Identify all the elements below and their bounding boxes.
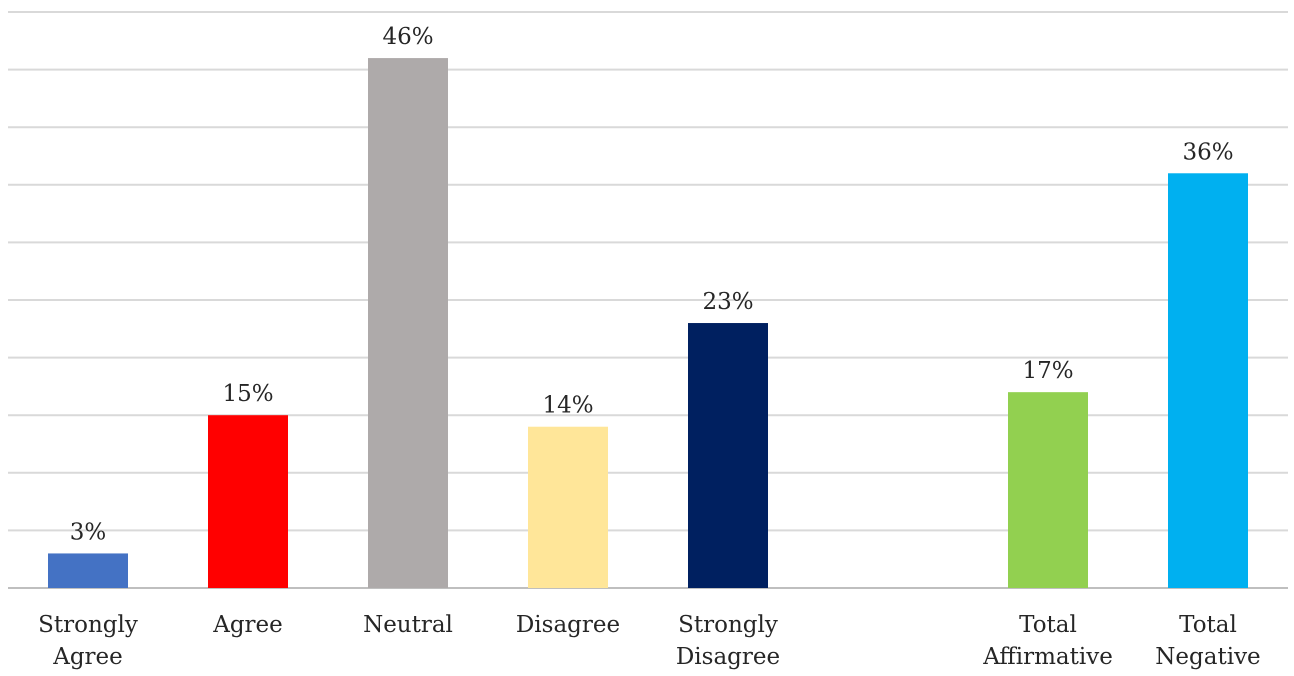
category-label: Strongly Disagree: [676, 612, 780, 670]
category-label-line: Affirmative: [982, 644, 1113, 670]
category-label-line: Total: [1019, 612, 1077, 638]
data-label: 46%: [382, 24, 433, 50]
bar: [48, 553, 128, 588]
data-labels: 3% 15% 46% 14% 23% 17% 36%: [70, 24, 1234, 545]
category-label-line: Negative: [1155, 644, 1260, 670]
category-label-line: Strongly: [38, 612, 138, 638]
category-label: Disagree: [516, 612, 620, 638]
bar: [208, 415, 288, 588]
category-label-line: Total: [1179, 612, 1237, 638]
data-label: 36%: [1182, 139, 1233, 165]
bar: [688, 323, 768, 588]
category-label-line: Agree: [52, 644, 123, 670]
category-label: Total Affirmative: [982, 612, 1113, 670]
data-label: 3%: [70, 519, 107, 545]
category-label: Total Negative: [1155, 612, 1260, 670]
bars: [48, 58, 1248, 588]
bar: [368, 58, 448, 588]
data-label: 17%: [1022, 358, 1073, 384]
bar: [1168, 173, 1248, 588]
bar: [1008, 392, 1088, 588]
category-label: Agree: [212, 612, 283, 638]
data-label: 14%: [542, 393, 593, 419]
category-label-line: Disagree: [516, 612, 620, 638]
category-label: Strongly Agree: [38, 612, 138, 670]
data-label: 23%: [702, 289, 753, 315]
bar: [528, 426, 608, 588]
category-label-line: Agree: [212, 612, 283, 638]
gridlines: [8, 11, 1288, 589]
category-label-line: Strongly: [678, 612, 778, 638]
category-label-line: Neutral: [363, 612, 453, 638]
category-label-line: Disagree: [676, 644, 780, 670]
category-label: Neutral: [363, 612, 453, 638]
data-label: 15%: [222, 381, 273, 407]
